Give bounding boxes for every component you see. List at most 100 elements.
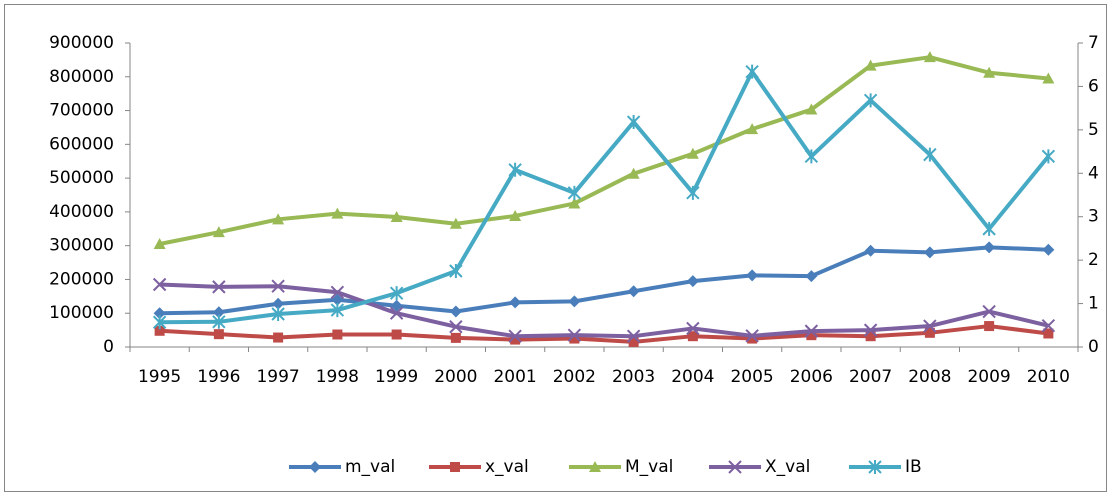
x-tick-label: 2008 [908, 367, 951, 387]
series-line [159, 282, 1049, 339]
marker [626, 115, 641, 130]
y-tick-label: 300000 [49, 236, 114, 256]
x-tick-label: 2007 [849, 367, 892, 387]
marker [686, 147, 699, 159]
marker [627, 285, 640, 298]
x-tick-label: 1995 [138, 367, 181, 387]
marker [212, 226, 225, 238]
y2-tick-label: 7 [1088, 33, 1099, 53]
marker [923, 51, 936, 63]
marker [390, 210, 403, 222]
marker [686, 275, 699, 288]
marker [449, 320, 463, 334]
marker [153, 237, 166, 249]
marker [389, 286, 404, 301]
x-tick-label: 2009 [967, 367, 1010, 387]
marker [309, 461, 321, 473]
marker [213, 329, 224, 340]
marker [983, 66, 996, 78]
marker [569, 333, 580, 344]
marker [863, 93, 878, 108]
y2-tick-label: 0 [1088, 337, 1099, 357]
marker [152, 277, 167, 292]
marker [805, 103, 818, 115]
marker [745, 64, 759, 79]
marker [864, 244, 877, 257]
y-tick-label: 600000 [49, 134, 114, 154]
marker [686, 185, 700, 200]
y2-tick-label: 1 [1088, 294, 1099, 314]
marker [390, 299, 403, 312]
marker [1041, 319, 1056, 333]
marker [627, 167, 640, 179]
series-line [159, 245, 1049, 316]
marker [272, 297, 285, 310]
legend-item: X_val [709, 457, 810, 477]
marker [983, 241, 996, 254]
y-tick-label: 800000 [49, 67, 114, 87]
x-tick-label: 2004 [671, 367, 714, 387]
x-tick-label: 1997 [256, 367, 299, 387]
y-tick-label: 400000 [49, 202, 114, 222]
y2-tick-label: 4 [1088, 163, 1099, 183]
marker [508, 329, 522, 343]
marker [332, 329, 343, 340]
marker [273, 332, 284, 343]
x-tick-label: 2005 [730, 367, 773, 387]
marker [568, 197, 581, 209]
legend-item: x_val [429, 457, 529, 477]
marker [153, 307, 166, 320]
marker [687, 331, 698, 342]
y-tick-label: 100000 [49, 303, 114, 323]
legend-item: M_val [569, 457, 673, 477]
x-tick-label: 2003 [612, 367, 655, 387]
marker [450, 332, 461, 343]
marker [330, 285, 345, 299]
marker [510, 334, 521, 345]
marker [508, 162, 522, 177]
marker [391, 329, 402, 340]
y-tick-label: 0 [103, 337, 114, 357]
marker [567, 185, 582, 200]
x-tick-label: 1999 [375, 367, 418, 387]
marker [806, 330, 817, 341]
marker [982, 304, 996, 319]
marker [589, 461, 601, 472]
marker [568, 295, 581, 308]
marker [1043, 328, 1054, 339]
legend-item: m_val [289, 457, 395, 477]
x-tick-label: 2002 [553, 367, 596, 387]
x-tick-label: 2000 [434, 367, 477, 387]
marker [804, 324, 819, 338]
legend-item: IB [849, 457, 922, 477]
marker [449, 305, 462, 318]
marker [272, 213, 285, 225]
marker [924, 327, 935, 338]
marker [1042, 243, 1055, 256]
marker [923, 147, 937, 162]
marker [271, 279, 285, 293]
marker [923, 246, 936, 259]
marker [271, 306, 285, 321]
y2-tick-label: 2 [1088, 250, 1099, 270]
y2-tick-label: 3 [1088, 207, 1099, 227]
legend-label: X_val [765, 457, 810, 477]
marker [982, 221, 996, 236]
marker [984, 321, 995, 332]
marker [154, 325, 165, 336]
marker [389, 306, 404, 320]
series-line [159, 55, 1049, 246]
marker [746, 269, 759, 282]
x-tick-label: 1998 [316, 367, 359, 387]
marker [865, 331, 876, 342]
series-line [159, 69, 1050, 325]
y2-tick-label: 6 [1088, 76, 1099, 96]
y-tick-label: 500000 [49, 168, 114, 188]
marker [331, 207, 344, 219]
marker [1041, 149, 1056, 164]
marker [628, 336, 639, 347]
x-tick-label: 1996 [197, 367, 240, 387]
marker [450, 462, 460, 472]
marker [152, 315, 167, 330]
